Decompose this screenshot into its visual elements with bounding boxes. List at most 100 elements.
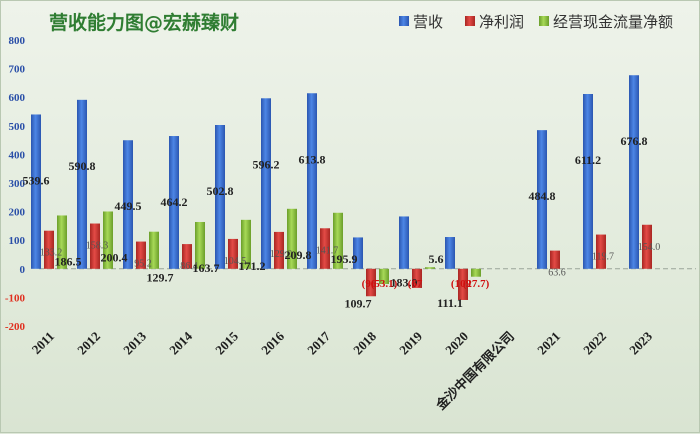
bar-revenue — [123, 140, 133, 269]
bar-cash-flow — [379, 268, 389, 284]
legend-label: 净利润 — [479, 13, 524, 31]
bar-cash-flow — [425, 267, 435, 269]
data-label: 109.7 — [345, 296, 372, 310]
data-label: 141.7 — [316, 245, 339, 256]
x-tick-label: 2023 — [626, 328, 655, 357]
bar-cash-flow — [103, 211, 113, 269]
data-label: 449.5 — [115, 199, 142, 213]
data-label: 676.8 — [621, 134, 648, 148]
bar-revenue — [399, 216, 409, 269]
bar-cash-flow — [241, 219, 251, 269]
bar-cash-flow — [57, 215, 67, 269]
data-label: 183.0 — [391, 275, 418, 289]
data-label: 484.8 — [529, 189, 556, 203]
data-label: 133.2 — [40, 248, 63, 259]
legend-swatch — [399, 16, 409, 26]
bar-net-profit — [320, 228, 330, 269]
x-tick-label: 2020 — [442, 329, 471, 358]
data-label: 129.7 — [147, 271, 174, 285]
data-label: 95.2 — [134, 259, 152, 270]
data-label: 111.1 — [437, 296, 463, 310]
data-label: 209.8 — [285, 248, 312, 262]
data-label: 596.2 — [253, 157, 280, 171]
data-label: 5.6 — [429, 252, 444, 266]
bar-net-profit — [90, 223, 100, 269]
x-tick-label: 2019 — [396, 328, 425, 357]
x-tick-label: 2013 — [120, 328, 149, 357]
data-label: 195.9 — [331, 252, 358, 266]
x-tick-label: 2021 — [534, 329, 563, 358]
data-label: (27.7) — [463, 278, 490, 290]
data-label: 86.4 — [180, 261, 198, 272]
data-label: (53.1) — [371, 278, 398, 290]
bar-revenue — [445, 237, 455, 269]
y-tick-label: 400 — [9, 149, 26, 161]
data-label: (67 — [408, 278, 423, 290]
bar-net-profit — [274, 231, 284, 269]
data-label: 611.2 — [575, 153, 601, 167]
bar-revenue — [307, 93, 317, 269]
y-tick-label: 500 — [9, 121, 26, 133]
data-label: 158.3 — [86, 241, 109, 252]
legend-label: 经营现金流量净额 — [553, 13, 673, 31]
bar-revenue — [215, 124, 225, 269]
x-axis: 2011 2012 2013 2014 2015 2016 2017 2018 2019 2020… — [29, 328, 656, 413]
legend-swatch — [465, 16, 475, 26]
data-label: 104.5 — [224, 256, 247, 267]
bar-revenue — [583, 93, 593, 269]
y-tick-label: 0 — [20, 264, 26, 276]
data-label: 129.0 — [270, 249, 293, 260]
y-tick-label: 800 — [9, 35, 26, 47]
legend-swatch — [539, 16, 549, 26]
x-tick-label: 2011 — [29, 329, 57, 357]
bar-net-profit — [366, 268, 376, 297]
data-label: 200.4 — [101, 250, 128, 264]
bar-net-profit — [412, 268, 422, 288]
data-label: (96 — [362, 278, 377, 290]
data-label: 539.6 — [23, 173, 50, 187]
data-label: 154.0 — [638, 242, 661, 253]
data-label: (109 — [451, 278, 472, 290]
x-tick-label: 2022 — [580, 329, 609, 358]
bar-net-profit — [550, 250, 560, 269]
bar-cash-flow — [471, 268, 481, 277]
data-label: 613.8 — [299, 152, 326, 166]
bar-cash-flow — [149, 231, 159, 269]
bars — [31, 75, 652, 300]
bar-revenue — [261, 98, 271, 269]
y-tick-label: 100 — [9, 235, 26, 247]
bar-net-profit — [136, 241, 146, 269]
bar-net-profit — [596, 234, 606, 269]
bar-net-profit — [642, 224, 652, 269]
data-label: 464.2 — [161, 195, 188, 209]
data-label: 171.2 — [239, 259, 266, 273]
y-tick-label: 700 — [9, 64, 26, 76]
bar-net-profit — [458, 268, 468, 300]
x-tick-label: 金沙中国有限公司 — [432, 329, 517, 414]
y-tick-label: 300 — [9, 178, 26, 190]
data-label: 119.7 — [592, 252, 614, 263]
bar-cash-flow — [195, 221, 205, 269]
bar-revenue — [537, 130, 547, 269]
bar-net-profit — [182, 244, 192, 269]
data-label: 590.8 — [69, 159, 96, 173]
bar-cash-flow — [333, 212, 343, 269]
x-tick-label: 2017 — [304, 328, 333, 357]
x-tick-label: 2018 — [350, 328, 379, 357]
x-tick-label: 2016 — [258, 328, 287, 357]
bar-revenue — [31, 114, 41, 269]
bar-revenue — [353, 237, 363, 269]
data-labels: 539.6133.2186.5590.8158.3200.4449.595.21… — [23, 134, 661, 310]
bar-net-profit — [228, 238, 238, 269]
data-label: 186.5 — [55, 254, 82, 268]
x-tick-label: 2015 — [212, 328, 241, 357]
y-tick-label: -100 — [5, 292, 26, 304]
x-tick-label: 2014 — [166, 328, 195, 357]
data-label: 63.6 — [548, 268, 566, 279]
bar-revenue — [629, 75, 639, 269]
chart-title: 营收能力图@宏赫臻财 — [49, 11, 239, 34]
legend: 营收 净利润 经营现金流量净额 — [399, 13, 673, 31]
data-label: 502.8 — [207, 184, 234, 198]
